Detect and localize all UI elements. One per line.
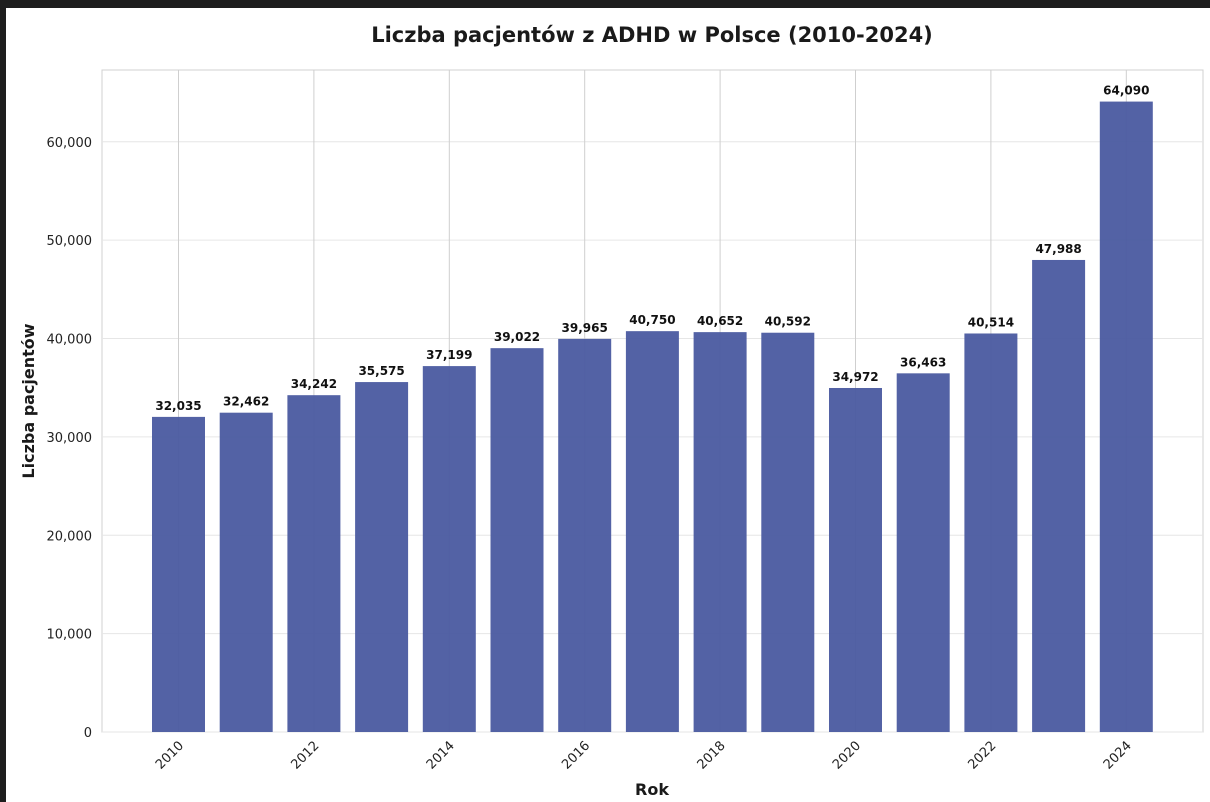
data-label: 32,035	[155, 399, 201, 413]
bar-2022	[964, 333, 1018, 732]
bar-2015	[490, 348, 544, 732]
bar-2013	[355, 382, 409, 732]
data-labels: 32,035 32,462 34,242 35,575 37,199 39,022 39,9…	[155, 84, 1149, 413]
bar-2023	[1032, 259, 1086, 732]
x-tick-label: 2012	[288, 739, 322, 773]
data-label: 40,514	[968, 315, 1014, 329]
x-tick-label: 2016	[559, 739, 593, 773]
data-label: 64,090	[1103, 84, 1149, 98]
x-tick-label: 2014	[424, 739, 458, 773]
bar-2016	[558, 338, 612, 732]
data-label: 40,592	[765, 315, 811, 329]
data-label: 39,022	[494, 330, 540, 344]
y-tick-label: 40,000	[47, 333, 93, 348]
window-frame-top	[0, 0, 1210, 8]
y-axis-ticks: 0 10,000 20,000 30,000 40,000 50,000 60,000	[47, 136, 93, 741]
data-label: 40,652	[697, 314, 743, 328]
data-label: 34,242	[291, 377, 337, 391]
data-label: 37,199	[426, 348, 472, 362]
y-tick-label: 50,000	[47, 234, 93, 249]
y-axis-title: Liczba pacjentów	[19, 323, 38, 478]
bar-2019	[761, 332, 815, 732]
x-tick-label: 2022	[965, 739, 999, 773]
window-frame-left	[0, 0, 6, 802]
data-label: 39,965	[562, 321, 608, 335]
x-axis-title: Rok	[635, 780, 669, 799]
x-tick-label: 2024	[1101, 739, 1135, 773]
bar-2021	[896, 373, 950, 732]
bar-2011	[219, 412, 273, 732]
bar-2010	[152, 416, 205, 732]
data-label: 35,575	[358, 364, 404, 378]
bars	[152, 101, 1153, 733]
bar-2018	[693, 332, 747, 732]
x-tick-label: 2020	[830, 739, 864, 773]
bar-2017	[625, 331, 679, 732]
bar-2020	[829, 387, 882, 732]
y-tick-label: 20,000	[47, 529, 93, 544]
data-label: 32,462	[223, 395, 269, 409]
data-label: 36,463	[900, 355, 946, 369]
x-axis-ticks: 2010 2012 2014 2016 2018 2020 2022 2024	[153, 739, 1135, 773]
bar-2014	[422, 366, 476, 732]
bar-2024	[1099, 101, 1153, 733]
bar-2012	[287, 395, 341, 732]
y-tick-label: 10,000	[47, 628, 93, 643]
data-label: 40,750	[629, 313, 675, 327]
y-tick-label: 0	[84, 726, 92, 741]
data-label: 34,972	[832, 370, 878, 384]
data-label: 47,988	[1035, 242, 1081, 256]
chart-title: Liczba pacjentów z ADHD w Polsce (2010-2…	[371, 23, 933, 47]
y-tick-label: 30,000	[47, 431, 93, 446]
x-tick-label: 2018	[695, 739, 729, 773]
y-tick-label: 60,000	[47, 136, 93, 151]
x-tick-label: 2010	[153, 739, 187, 773]
